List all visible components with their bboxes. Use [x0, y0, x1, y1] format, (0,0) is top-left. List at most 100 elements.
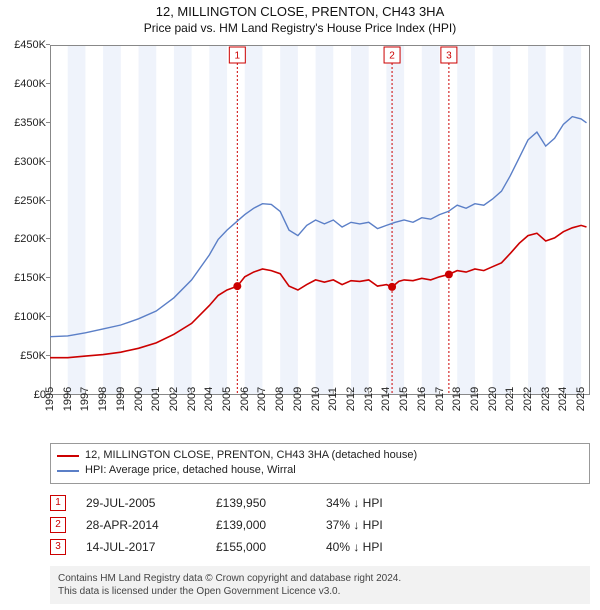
year-band [563, 45, 581, 395]
legend-swatch [57, 470, 79, 472]
x-tick-label: 2024 [557, 387, 569, 411]
sale-row-date: 28-APR-2014 [86, 518, 196, 532]
legend-item: 12, MILLINGTON CLOSE, PRENTON, CH43 3HA … [57, 448, 583, 463]
x-tick-label: 2025 [575, 387, 587, 411]
year-band [103, 45, 121, 395]
x-tick-label: 2005 [221, 387, 233, 411]
chart-svg: 1 2 3 [50, 45, 590, 395]
year-band [351, 45, 369, 395]
x-tick-label: 1998 [97, 387, 109, 411]
y-tick-mark [46, 277, 50, 278]
sale-row-delta: 34% ↓ HPI [326, 496, 436, 510]
year-band [174, 45, 192, 395]
year-band [316, 45, 334, 395]
sales-table: 1 29-JUL-2005 £139,950 34% ↓ HPI 2 28-APR-201… [50, 492, 590, 558]
year-band [493, 45, 511, 395]
x-tick-label: 2008 [274, 387, 286, 411]
legend-label: 12, MILLINGTON CLOSE, PRENTON, CH43 3HA … [85, 448, 417, 463]
x-tick-label: 2001 [150, 387, 162, 411]
y-tick-label: £350K [2, 117, 46, 129]
sale-row-delta: 40% ↓ HPI [326, 540, 436, 554]
x-tick-label: 2006 [239, 387, 251, 411]
sale-point-marker [445, 270, 453, 278]
y-tick-label: £250K [2, 195, 46, 207]
x-tick-label: 2016 [416, 387, 428, 411]
sale-row-date: 29-JUL-2005 [86, 496, 196, 510]
y-tick-mark [46, 200, 50, 201]
x-tick-label: 2003 [186, 387, 198, 411]
plot-area: 123 £0£50K£100K£150K£200K£250K£300K£350K… [50, 45, 590, 395]
sale-event-marker-number: 3 [446, 51, 452, 62]
x-tick-label: 2020 [487, 387, 499, 411]
year-band [209, 45, 227, 395]
x-tick-label: 2011 [327, 387, 339, 411]
y-tick-mark [46, 355, 50, 356]
sale-row-marker: 3 [50, 539, 66, 555]
footer-attribution: Contains HM Land Registry data © Crown c… [50, 566, 590, 604]
x-tick-label: 2017 [434, 387, 446, 411]
x-tick-label: 2000 [133, 387, 145, 411]
x-tick-label: 2018 [451, 387, 463, 411]
sale-row-date: 14-JUL-2017 [86, 540, 196, 554]
y-tick-label: £200K [2, 233, 46, 245]
x-tick-label: 1995 [44, 387, 56, 411]
chart-title-subtitle: Price paid vs. HM Land Registry's House … [0, 21, 600, 35]
x-tick-label: 2014 [380, 387, 392, 411]
y-tick-label: £300K [2, 156, 46, 168]
x-tick-label: 2021 [504, 387, 516, 411]
y-tick-label: £50K [2, 350, 46, 362]
y-tick-label: £450K [2, 39, 46, 51]
x-tick-label: 2004 [203, 387, 215, 411]
x-tick-label: 2013 [363, 387, 375, 411]
y-tick-label: £400K [2, 78, 46, 90]
chart-titles: 12, MILLINGTON CLOSE, PRENTON, CH43 3HA … [0, 0, 600, 35]
x-tick-label: 2009 [292, 387, 304, 411]
year-band [68, 45, 86, 395]
y-tick-label: £0 [2, 389, 46, 401]
x-tick-label: 1997 [79, 387, 91, 411]
y-tick-mark [46, 44, 50, 45]
sale-row-marker: 1 [50, 495, 66, 511]
sale-row-price: £139,000 [216, 518, 306, 532]
chart-title-address: 12, MILLINGTON CLOSE, PRENTON, CH43 3HA [0, 4, 600, 19]
sale-event-marker-number: 1 [235, 51, 241, 62]
y-tick-mark [46, 238, 50, 239]
y-tick-mark [46, 161, 50, 162]
legend-swatch [57, 455, 79, 457]
x-tick-label: 2022 [522, 387, 534, 411]
legend-item: HPI: Average price, detached house, Wirr… [57, 463, 583, 478]
x-axis-ticks: 1995199619971998199920002001200220032004… [50, 395, 590, 437]
sale-row: 2 28-APR-2014 £139,000 37% ↓ HPI [50, 514, 590, 536]
year-band [139, 45, 157, 395]
sale-row-marker: 2 [50, 517, 66, 533]
x-tick-label: 2019 [469, 387, 481, 411]
year-band [457, 45, 475, 395]
x-tick-label: 2015 [398, 387, 410, 411]
year-band [280, 45, 298, 395]
x-tick-label: 2007 [256, 387, 268, 411]
sale-row: 1 29-JUL-2005 £139,950 34% ↓ HPI [50, 492, 590, 514]
sale-row: 3 14-JUL-2017 £155,000 40% ↓ HPI [50, 536, 590, 558]
year-band [245, 45, 263, 395]
y-tick-mark [46, 122, 50, 123]
y-tick-label: £100K [2, 311, 46, 323]
legend-label: HPI: Average price, detached house, Wirr… [85, 463, 296, 478]
y-tick-label: £150K [2, 272, 46, 284]
x-tick-label: 1999 [115, 387, 127, 411]
x-tick-label: 1996 [62, 387, 74, 411]
year-band [528, 45, 546, 395]
x-tick-label: 2023 [540, 387, 552, 411]
footer-line-2: This data is licensed under the Open Gov… [58, 585, 582, 598]
sale-row-delta: 37% ↓ HPI [326, 518, 436, 532]
sale-row-price: £139,950 [216, 496, 306, 510]
y-tick-mark [46, 316, 50, 317]
x-tick-label: 2012 [345, 387, 357, 411]
sale-row-price: £155,000 [216, 540, 306, 554]
x-tick-label: 2010 [310, 387, 322, 411]
sale-point-marker [388, 283, 396, 291]
sale-event-marker-number: 2 [389, 51, 395, 62]
chart-container: 12, MILLINGTON CLOSE, PRENTON, CH43 3HA … [0, 0, 600, 604]
legend: 12, MILLINGTON CLOSE, PRENTON, CH43 3HA … [50, 443, 590, 484]
footer-line-1: Contains HM Land Registry data © Crown c… [58, 572, 582, 585]
year-band [422, 45, 440, 395]
